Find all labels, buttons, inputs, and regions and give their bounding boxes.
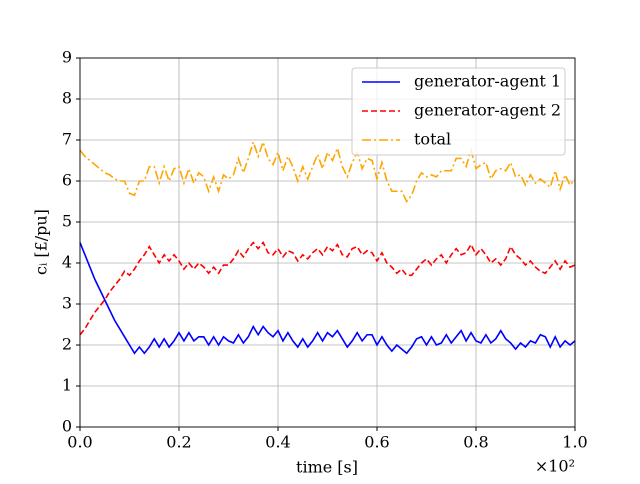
y-tick-label: 3 [62,294,72,313]
y-tick-label: 6 [62,171,72,190]
x-tick-label: 1.0 [562,433,587,452]
y-axis-label: cᵢ [£/pu] [32,209,51,275]
y-tick-label: 5 [62,212,72,231]
y-tick-label: 8 [62,89,72,108]
x-tick-label: 0.4 [265,433,290,452]
y-tick-label: 2 [62,335,72,354]
data-line [79,241,576,336]
y-tick-label: 1 [62,376,72,395]
legend-label: generator-agent 1 [414,72,561,91]
x-tick-label: 0.2 [166,433,191,452]
y-tick-label: 7 [62,130,72,149]
x-tick-label: 0.0 [67,433,92,452]
y-tick-label: 4 [62,253,72,272]
plot-frame [79,57,576,428]
data-line [79,242,576,355]
x-tick-label: 0.6 [364,433,389,452]
x-tick-label: 0.8 [463,433,488,452]
x-axis-label: time [s] [296,458,358,477]
legend-label: total [414,130,451,149]
y-tick-label: 9 [62,48,72,67]
y-tick-label: 0 [62,417,72,436]
legend-box [351,67,566,156]
legend-label: generator-agent 2 [414,101,561,120]
data-line [79,139,576,203]
x-offset-label: ×10² [535,457,575,476]
